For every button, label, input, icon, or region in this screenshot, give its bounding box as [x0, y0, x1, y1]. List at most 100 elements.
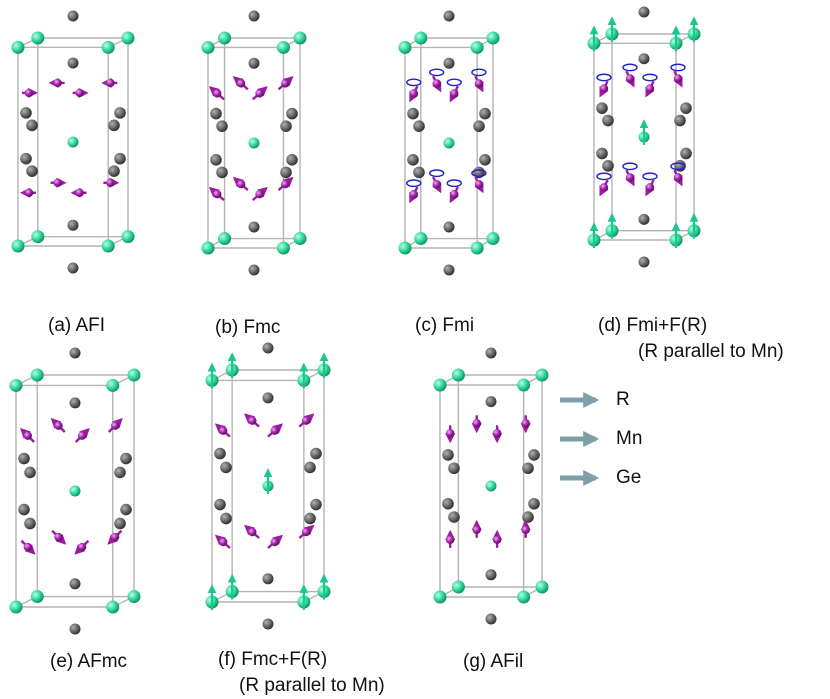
mn-atom: [446, 535, 455, 545]
r-atom: [218, 31, 232, 45]
mn-atom: [106, 178, 115, 187]
ge-atom: [443, 57, 455, 69]
ge-atom: [473, 166, 485, 179]
ge-atom: [262, 392, 274, 404]
mn-atom: [54, 532, 63, 542]
r-atom: [276, 241, 290, 255]
mn-atom: [446, 429, 455, 438]
r-atom: [101, 40, 115, 54]
ge-atom: [67, 10, 79, 22]
mn-atom: [213, 89, 222, 98]
ge-atom: [24, 517, 36, 530]
r-atom: [433, 378, 447, 392]
unit-cell-c: [398, 10, 500, 276]
caption-f: (f) Fmc+F(R): [218, 649, 328, 670]
panels-layer: [9, 6, 701, 635]
ge-atom: [413, 120, 425, 132]
ge-atom: [214, 447, 226, 460]
ge-atom: [310, 498, 322, 511]
ge-atom: [407, 154, 419, 166]
r-atom: [451, 580, 465, 594]
ge-atom: [304, 512, 316, 525]
mn-atom: [521, 419, 530, 428]
ge-atom: [114, 517, 126, 530]
precession-cone: [642, 73, 658, 82]
ge-atom: [214, 498, 226, 511]
ge-atom: [485, 347, 497, 359]
ge-atom: [220, 461, 232, 474]
mn-atom: [645, 183, 655, 192]
mn-atom: [409, 89, 418, 98]
ge-atom: [18, 503, 30, 516]
mn-atom: [24, 188, 34, 197]
r-atom: [30, 368, 44, 382]
mn-atom: [625, 173, 635, 182]
mn-atom: [236, 180, 246, 189]
ge-atom: [448, 462, 460, 475]
ge-atom: [26, 119, 38, 132]
r-atom: [535, 368, 549, 382]
mn-atom: [472, 525, 481, 535]
ge-atom: [528, 497, 540, 510]
mn-atom: [77, 431, 87, 440]
ge-atom: [69, 347, 81, 359]
ge-atom: [528, 449, 540, 461]
precession-cone: [406, 179, 422, 188]
r-atom: [517, 590, 531, 604]
ge-atom: [20, 152, 32, 165]
legend-label-ge: Ge: [616, 467, 642, 488]
r-atom: [451, 368, 465, 382]
legend: [560, 391, 600, 487]
ge-atom: [286, 154, 298, 166]
ge-atom: [67, 219, 79, 231]
r-atom: [485, 480, 497, 492]
ge-atom: [522, 511, 534, 523]
ge-atom: [120, 503, 132, 516]
mn-atom: [270, 537, 279, 547]
ge-atom: [485, 396, 497, 408]
ge-atom: [69, 397, 81, 409]
r-atom: [248, 137, 260, 149]
precession-cone: [596, 172, 612, 181]
r-atom: [293, 232, 307, 246]
ge-atom: [262, 573, 274, 585]
ge-atom: [69, 578, 81, 590]
ge-atom: [442, 449, 454, 461]
r-atom: [470, 40, 484, 54]
ge-atom: [67, 57, 79, 69]
caption-b: (b) Fmc: [215, 317, 281, 338]
ge-atom: [262, 618, 274, 630]
ge-atom: [18, 452, 30, 465]
mn-atom: [474, 180, 484, 189]
r-atom: [398, 40, 412, 54]
ge-atom: [413, 166, 425, 179]
ge-atom: [638, 6, 650, 18]
precession-cone: [406, 78, 422, 87]
precession-cone: [596, 73, 612, 82]
ge-atom: [485, 569, 497, 581]
mn-atom: [673, 74, 683, 83]
mn-atom: [492, 429, 502, 438]
ge-atom: [20, 107, 32, 119]
unit-cell-f: [205, 342, 331, 630]
ge-atom: [108, 119, 120, 132]
unit-cell-e: [9, 347, 141, 635]
ge-atom: [443, 10, 455, 22]
r-atom: [535, 580, 549, 594]
mn-atom: [432, 79, 441, 88]
ge-atom: [596, 147, 608, 160]
legend-label-mn: Mn: [616, 428, 643, 449]
ge-atom: [26, 165, 38, 177]
mn-atom: [110, 532, 120, 542]
r-atom: [9, 600, 23, 614]
r-atom: [470, 241, 484, 255]
mn-atom: [281, 180, 290, 189]
ge-atom: [286, 107, 298, 120]
caption-g: (g) AFil: [463, 651, 524, 672]
ge-atom: [304, 461, 316, 474]
mn-atom: [599, 84, 609, 93]
r-atom: [106, 600, 120, 614]
ge-atom: [485, 613, 497, 625]
precession-cone: [670, 63, 686, 72]
ge-atom: [114, 152, 126, 165]
